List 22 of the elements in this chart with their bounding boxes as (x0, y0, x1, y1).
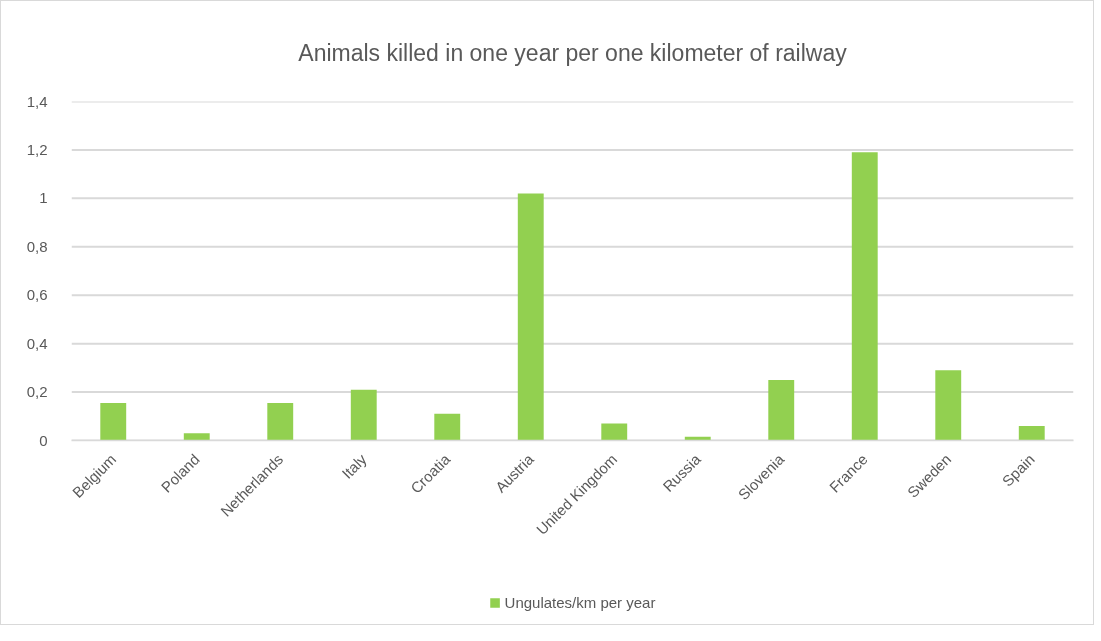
chart-title: Animals killed in one year per one kilometer of railway (298, 39, 848, 66)
bar (851, 152, 878, 441)
y-tick-label: 1,4 (26, 92, 48, 110)
bar (517, 193, 544, 441)
y-tick-label: 0 (39, 431, 48, 449)
y-tick-label: 1,2 (26, 140, 48, 158)
bar (1018, 425, 1045, 441)
bar (183, 433, 210, 441)
bar (100, 402, 127, 441)
bar (768, 379, 795, 441)
bar (267, 402, 294, 441)
x-tick-label: Italy (338, 450, 371, 482)
bar (935, 370, 962, 441)
legend-label: Ungulates/km per year (504, 593, 656, 611)
y-tick-label: 1 (39, 189, 48, 207)
y-tick-label: 0,2 (26, 383, 48, 401)
y-tick-label: 0,4 (26, 334, 48, 352)
bar (350, 389, 377, 441)
bar (434, 413, 461, 441)
bar (601, 423, 628, 441)
y-tick-label: 0,6 (26, 286, 48, 304)
y-tick-label: 0,8 (26, 237, 48, 255)
